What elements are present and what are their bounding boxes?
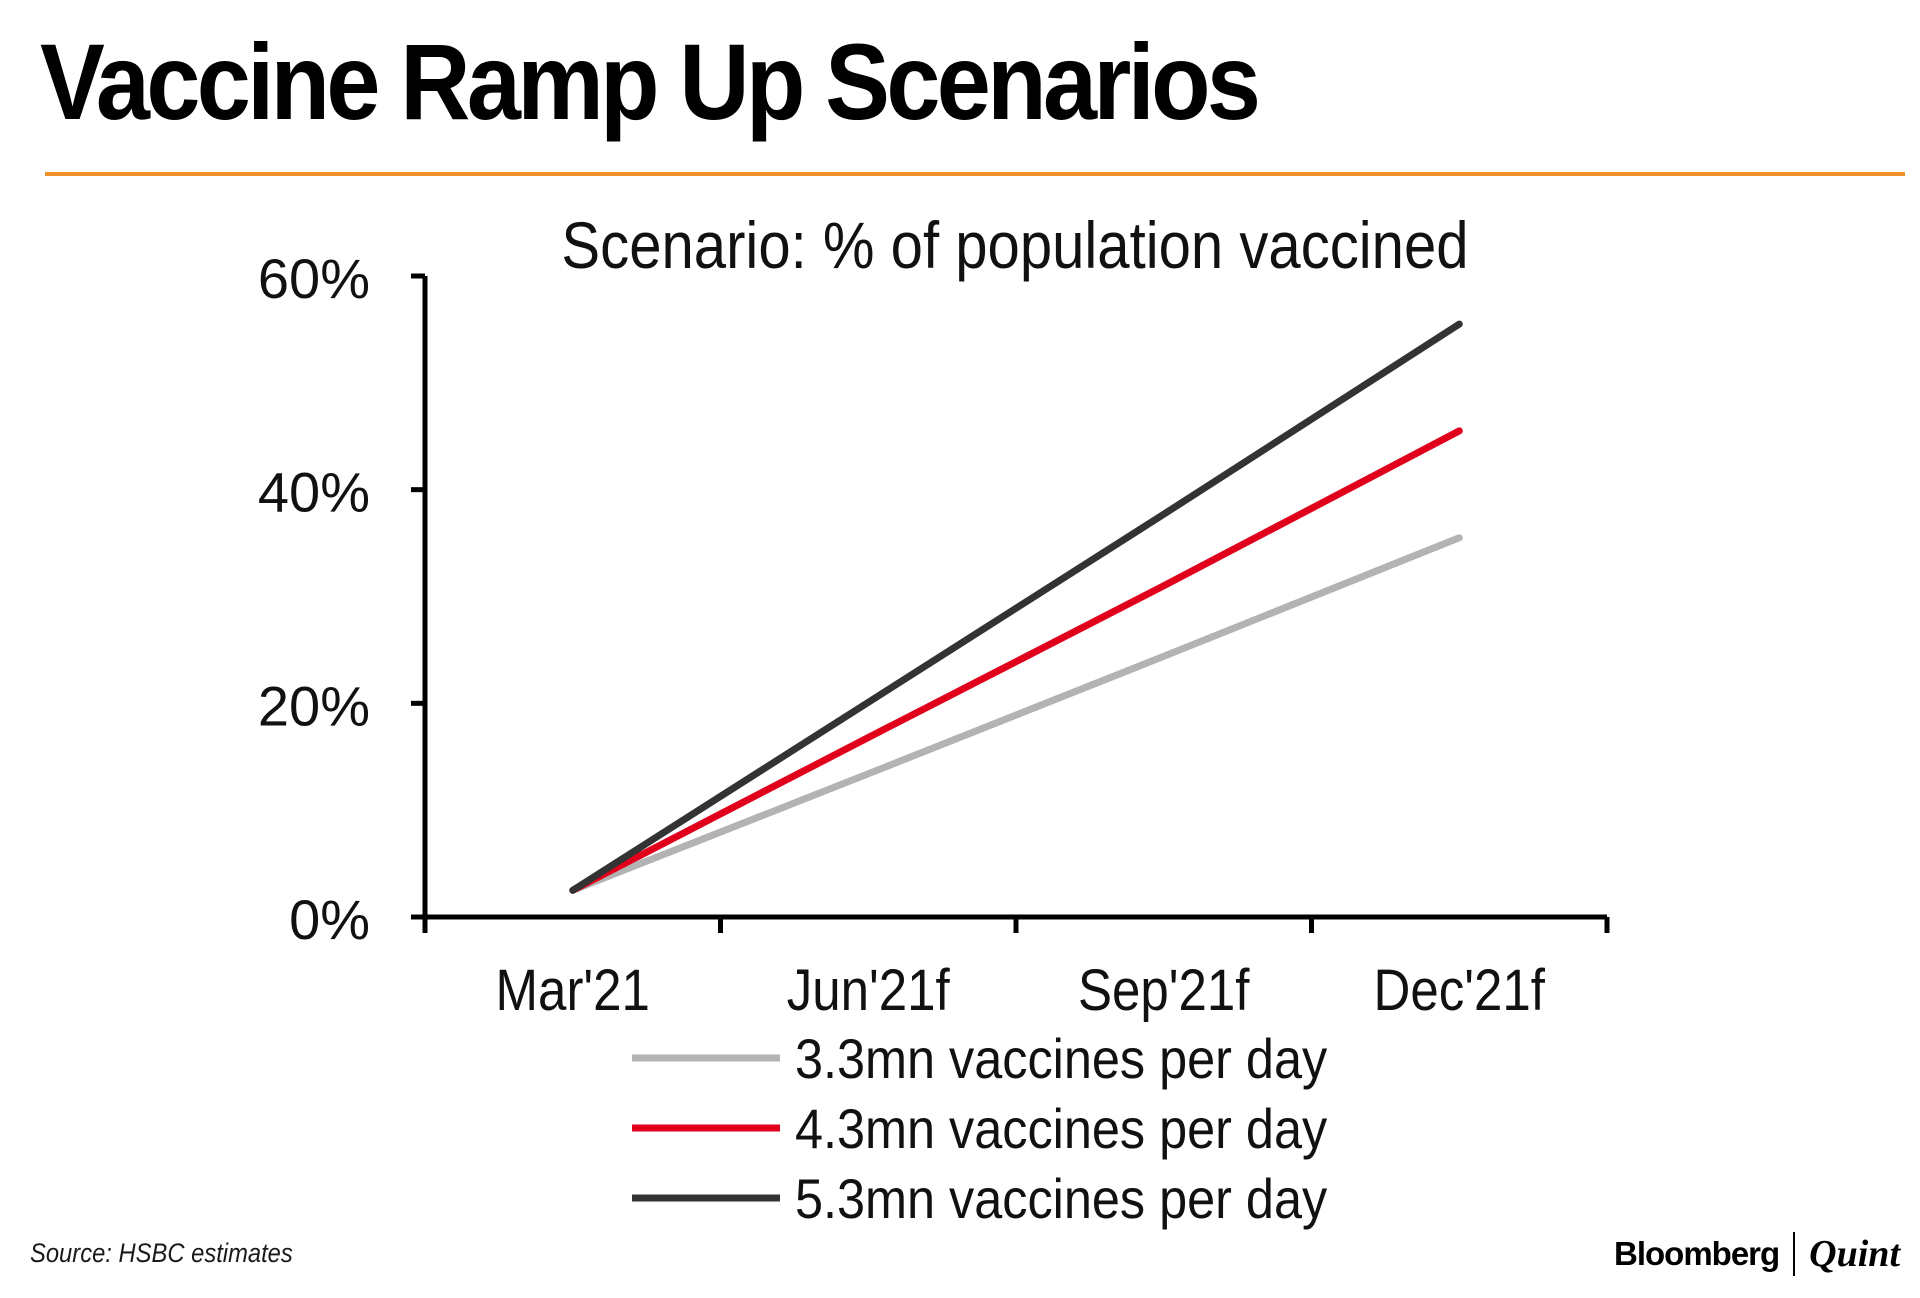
series-line-1 [569, 534, 1463, 894]
brand-quint: Quint [1809, 1233, 1900, 1275]
x-tick-label: Mar'21 [496, 958, 650, 1023]
series-lines [569, 320, 1463, 894]
x-axis: Mar'21 Jun'21f Sep'21f Dec'21f [422, 914, 1610, 1023]
brand-bloomberg: Bloomberg [1614, 1235, 1780, 1272]
y-tick-label: 20% [258, 674, 370, 737]
legend-label: 5.3mn vaccines per day [795, 1169, 1328, 1231]
y-tick-label: 0% [289, 888, 370, 951]
brand-divider [1793, 1232, 1796, 1276]
legend-label: 4.3mn vaccines per day [795, 1099, 1328, 1161]
brand-logo: Bloomberg Quint [1614, 1232, 1900, 1276]
source-note: Source: HSBC estimates [30, 1238, 293, 1268]
legend-label: 3.3mn vaccines per day [795, 1029, 1328, 1091]
series-line-3 [569, 320, 1463, 894]
series-line-2 [569, 427, 1463, 894]
chart-title: Scenario: % of population vaccined [561, 210, 1468, 283]
title-divider [45, 172, 1905, 176]
x-tick-label: Dec'21f [1374, 958, 1546, 1023]
y-tick-label: 40% [258, 461, 370, 524]
page-title: Vaccine Ramp Up Scenarios [40, 21, 1261, 142]
y-tick-label: 60% [258, 247, 370, 310]
y-axis: 0% 20% 40% 60% [258, 247, 428, 951]
x-tick-label: Sep'21f [1078, 958, 1250, 1023]
legend: 3.3mn vaccines per day 4.3mn vaccines per… [632, 1029, 1328, 1231]
x-tick-label: Jun'21f [787, 958, 951, 1023]
